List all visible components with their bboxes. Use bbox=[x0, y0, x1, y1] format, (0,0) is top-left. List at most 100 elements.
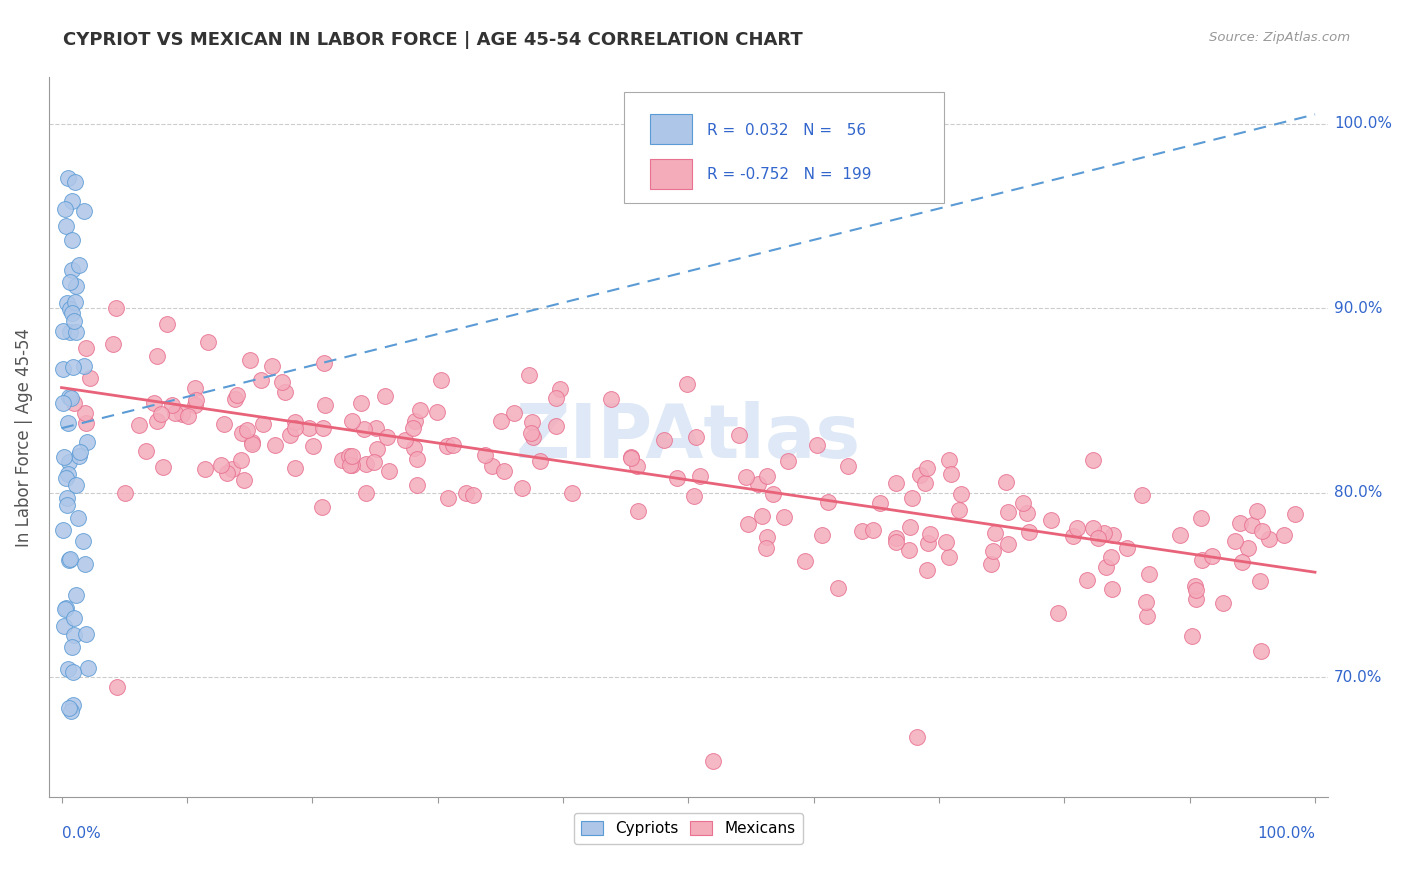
Point bbox=[747, 476, 769, 491]
Point bbox=[1250, 644, 1272, 658]
Point bbox=[58, 325, 80, 339]
Point bbox=[827, 581, 849, 595]
Point bbox=[52, 324, 75, 338]
Point bbox=[58, 391, 80, 405]
Point bbox=[60, 194, 83, 208]
Point bbox=[224, 392, 246, 406]
Point bbox=[404, 414, 426, 428]
Point bbox=[63, 175, 86, 189]
Point bbox=[76, 435, 98, 450]
Point bbox=[1272, 527, 1295, 541]
Point bbox=[354, 486, 377, 500]
Point bbox=[62, 305, 84, 319]
Point bbox=[548, 382, 571, 396]
Point bbox=[441, 438, 464, 452]
Point bbox=[172, 407, 194, 421]
Point bbox=[811, 528, 834, 542]
Point bbox=[65, 588, 87, 602]
Point bbox=[1015, 506, 1038, 520]
Point bbox=[1011, 495, 1033, 509]
Point bbox=[734, 470, 756, 484]
Point bbox=[184, 392, 207, 407]
Point bbox=[682, 489, 704, 503]
Text: 0.0%: 0.0% bbox=[62, 826, 100, 841]
Point bbox=[52, 395, 75, 409]
Point bbox=[914, 475, 936, 490]
Point bbox=[177, 409, 200, 423]
Point bbox=[851, 524, 873, 538]
Point bbox=[935, 534, 957, 549]
Legend: Cypriots, Mexicans: Cypriots, Mexicans bbox=[574, 813, 803, 844]
Point bbox=[55, 219, 77, 233]
Point bbox=[1018, 524, 1040, 539]
Point bbox=[1092, 525, 1115, 540]
Point bbox=[56, 170, 79, 185]
Point bbox=[702, 754, 724, 768]
Point bbox=[676, 377, 699, 392]
Point bbox=[915, 461, 938, 475]
FancyBboxPatch shape bbox=[650, 114, 692, 145]
Point bbox=[918, 527, 941, 541]
Point bbox=[60, 263, 83, 277]
Point bbox=[461, 488, 484, 502]
Point bbox=[342, 414, 364, 428]
Point bbox=[67, 258, 90, 272]
Point bbox=[402, 421, 425, 435]
Point bbox=[271, 375, 294, 389]
Point bbox=[340, 450, 363, 464]
Point bbox=[503, 406, 526, 420]
Point bbox=[65, 326, 87, 340]
Point bbox=[1137, 567, 1160, 582]
Point bbox=[436, 439, 458, 453]
Point bbox=[762, 486, 785, 500]
Point bbox=[314, 398, 336, 412]
Point bbox=[215, 467, 238, 481]
Point bbox=[520, 416, 543, 430]
Point bbox=[755, 541, 778, 556]
Point bbox=[886, 531, 908, 545]
Point bbox=[773, 510, 796, 524]
Point bbox=[620, 451, 643, 466]
Point bbox=[62, 628, 84, 642]
Point bbox=[1101, 582, 1123, 597]
Point bbox=[52, 361, 75, 376]
Point bbox=[79, 371, 101, 385]
Point bbox=[755, 530, 778, 544]
Point bbox=[529, 454, 551, 468]
Point bbox=[65, 279, 87, 293]
Point bbox=[73, 359, 96, 374]
Point bbox=[522, 430, 544, 444]
Point bbox=[146, 414, 169, 428]
Point bbox=[353, 422, 375, 436]
Point bbox=[837, 459, 859, 474]
Point bbox=[1229, 516, 1251, 530]
Point bbox=[363, 455, 385, 469]
Point bbox=[456, 486, 478, 500]
Point bbox=[56, 491, 79, 505]
Point bbox=[1102, 528, 1125, 542]
Point bbox=[232, 473, 254, 487]
Point bbox=[62, 314, 84, 328]
Point bbox=[53, 619, 76, 633]
Point bbox=[884, 476, 907, 491]
Point bbox=[652, 433, 675, 447]
Point bbox=[1081, 521, 1104, 535]
Point bbox=[312, 421, 335, 435]
Point bbox=[339, 449, 361, 463]
Text: 100.0%: 100.0% bbox=[1257, 826, 1315, 841]
Text: 80.0%: 80.0% bbox=[1334, 485, 1382, 500]
Point bbox=[77, 661, 100, 675]
Point bbox=[806, 438, 828, 452]
Point bbox=[481, 458, 503, 473]
Point bbox=[378, 464, 401, 478]
Point bbox=[429, 373, 451, 387]
Point bbox=[128, 417, 150, 432]
Point bbox=[394, 434, 416, 448]
Point bbox=[62, 360, 84, 375]
Point bbox=[59, 302, 82, 317]
Point bbox=[67, 449, 90, 463]
Point bbox=[437, 491, 460, 505]
Point bbox=[915, 563, 938, 577]
Point bbox=[1284, 508, 1306, 522]
Point bbox=[689, 468, 711, 483]
